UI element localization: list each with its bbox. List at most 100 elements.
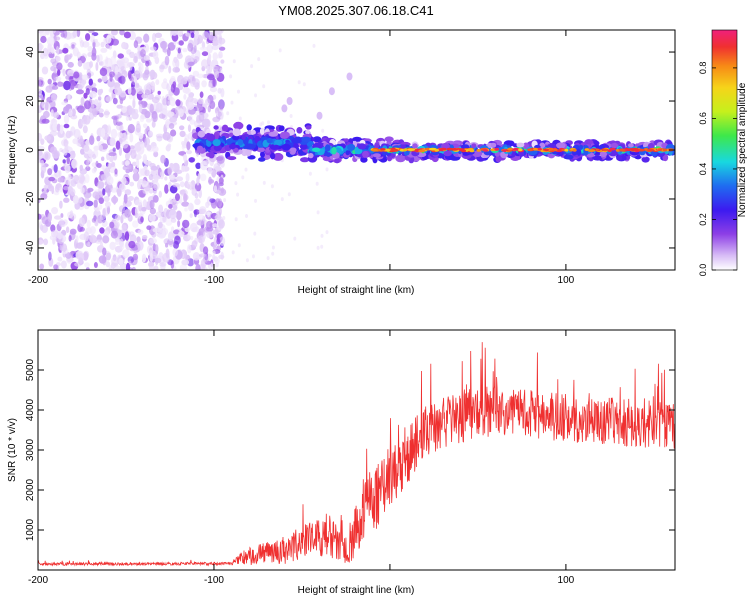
heatmap-cell	[209, 86, 218, 93]
y-tick-label: 4000	[25, 398, 36, 421]
heatmap-cell	[161, 41, 167, 51]
heatmap-cell	[70, 179, 77, 187]
heatmap-cell	[237, 139, 244, 146]
heatmap-cell	[63, 123, 70, 129]
heatmap-cell	[98, 96, 102, 101]
heatmap-cell	[56, 123, 61, 132]
heatmap-cell	[183, 153, 188, 162]
heatmap-cell	[205, 98, 211, 106]
heatmap-cell	[637, 148, 646, 152]
heatmap-cell	[157, 229, 166, 239]
spectrogram-y-label: Frequency (Hz)	[7, 116, 18, 185]
heatmap-cell	[62, 68, 66, 77]
heatmap-cell	[127, 196, 134, 201]
heatmap-cell	[114, 168, 118, 175]
heatmap-cell	[52, 111, 60, 119]
heatmap-cell	[174, 235, 181, 245]
heatmap-cell	[169, 162, 174, 169]
heatmap-cell	[104, 201, 111, 208]
heatmap-cell	[142, 199, 147, 208]
heatmap-cell	[72, 30, 78, 38]
heatmap-cell	[196, 145, 204, 153]
heatmap-cell	[175, 99, 181, 107]
colorbar-tick-label: 0.0	[698, 264, 708, 277]
heatmap-cell	[53, 164, 58, 173]
heatmap-cell	[301, 136, 312, 143]
heatmap-cell	[259, 122, 263, 127]
heatmap-cell	[110, 55, 117, 66]
heatmap-cell	[274, 139, 283, 146]
heatmap-cell	[198, 188, 202, 199]
heatmap-cell	[131, 266, 136, 270]
heatmap-cell	[325, 167, 329, 172]
heatmap-cell	[68, 108, 73, 117]
heatmap-cell	[141, 253, 147, 263]
heatmap-cell	[61, 101, 69, 106]
heatmap-cell	[316, 111, 323, 120]
heatmap-cell	[118, 257, 124, 266]
heatmap-cell	[129, 133, 134, 143]
heatmap-cell	[89, 234, 96, 243]
heatmap-cell	[84, 205, 90, 210]
heatmap-cell	[119, 90, 127, 98]
heatmap-cell	[112, 147, 116, 152]
heatmap-cell	[231, 250, 235, 255]
heatmap-cell	[460, 149, 467, 153]
heatmap-cell	[208, 151, 215, 159]
heatmap-cell	[164, 176, 168, 181]
heatmap-cell	[42, 47, 49, 57]
heatmap-cell	[108, 152, 117, 157]
heatmap-cell	[147, 130, 153, 137]
heatmap-cell	[80, 141, 86, 147]
heatmap-cell	[119, 124, 124, 132]
heatmap-cell	[102, 235, 110, 244]
heatmap-cell	[181, 165, 186, 173]
heatmap-cell	[159, 262, 167, 267]
heatmap-cell	[165, 144, 171, 152]
heatmap-cell	[324, 144, 331, 152]
heatmap-cell	[527, 148, 534, 152]
heatmap-cell	[122, 249, 130, 258]
heatmap-cell	[100, 174, 107, 181]
heatmap-cell	[187, 42, 194, 52]
heatmap-cell	[87, 241, 91, 247]
heatmap-cell	[286, 97, 293, 105]
heatmap-cell	[144, 88, 152, 95]
heatmap-cell	[69, 228, 77, 235]
heatmap-cell	[205, 227, 214, 232]
heatmap-cell	[69, 150, 76, 159]
heatmap-cell	[539, 142, 546, 149]
heatmap-cell	[127, 123, 135, 134]
heatmap-cell	[266, 137, 273, 144]
heatmap-cell	[106, 175, 114, 186]
heatmap-cell	[193, 56, 200, 63]
heatmap-cell	[38, 88, 42, 96]
heatmap-cell	[159, 64, 165, 70]
heatmap-cell	[471, 143, 477, 149]
heatmap-cell	[63, 197, 70, 203]
heatmap-cell	[121, 132, 127, 141]
heatmap-cell	[312, 147, 321, 153]
heatmap-cell	[159, 171, 165, 177]
heatmap-cell	[121, 140, 129, 149]
heatmap-cell	[71, 108, 76, 117]
heatmap-cell	[345, 150, 350, 156]
heatmap-cell	[300, 157, 310, 163]
heatmap-cell	[62, 159, 66, 164]
heatmap-cell	[216, 238, 221, 245]
heatmap-cell	[38, 198, 41, 204]
x-tick-label: -100	[204, 575, 224, 586]
heatmap-cell	[158, 113, 166, 119]
heatmap-cell	[99, 214, 106, 221]
heatmap-cell	[236, 192, 240, 197]
heatmap-cell	[386, 155, 393, 162]
heatmap-cell	[105, 96, 113, 102]
heatmap-cell	[52, 75, 57, 84]
heatmap-cell	[38, 80, 42, 87]
heatmap-cell	[89, 91, 97, 98]
heatmap-cell	[662, 148, 668, 152]
heatmap-cell	[189, 222, 198, 233]
heatmap-cell	[187, 114, 193, 122]
heatmap-cell	[154, 244, 159, 254]
colorbar-tick-label: 0.2	[698, 213, 708, 226]
